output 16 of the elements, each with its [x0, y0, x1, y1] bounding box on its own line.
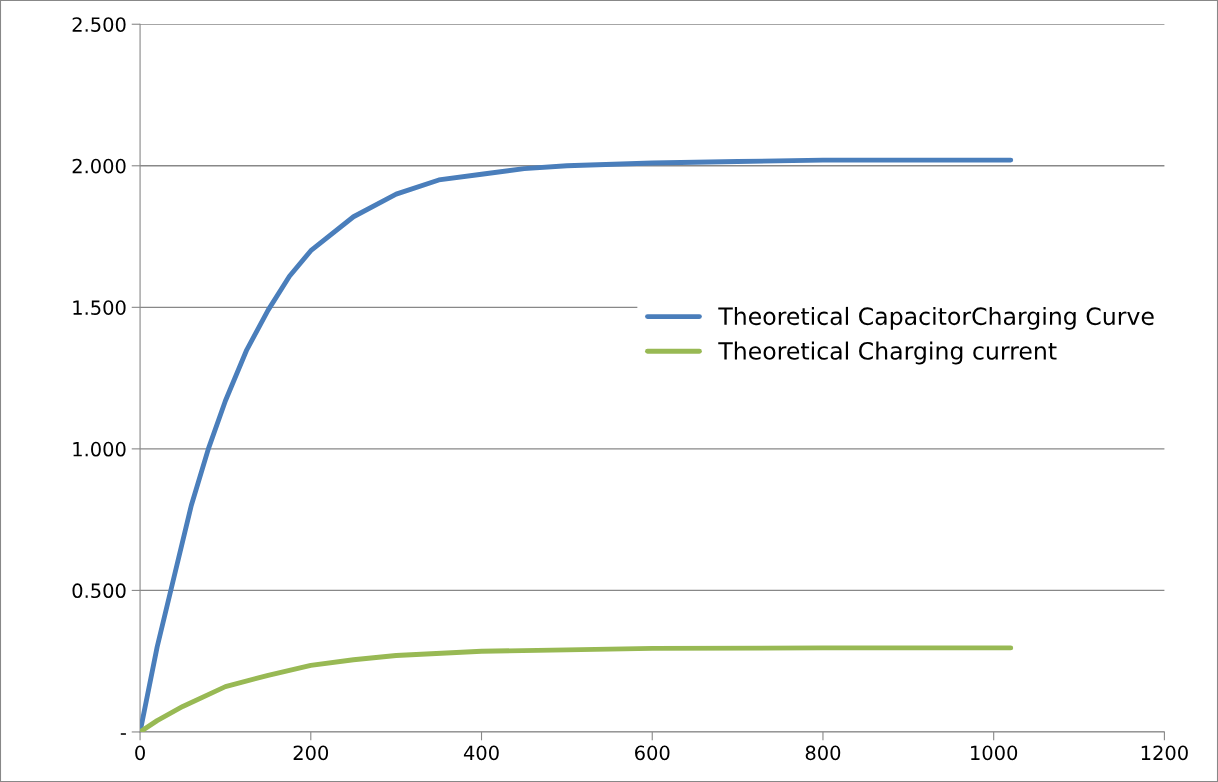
legend-label: Theoretical Charging current	[718, 341, 1057, 365]
y-tick-label: 1.000	[73, 441, 126, 457]
x-tick-label: 1000	[971, 745, 1018, 761]
line-series	[140, 645, 1014, 732]
x-tick-label: 1200	[1141, 745, 1188, 761]
y-tick-label: -	[120, 733, 126, 735]
y-tick-label: 2.500	[72, 17, 126, 32]
x-tick-label: 400	[463, 745, 499, 761]
legend-label: Theoretical CapacitorCharging Curve	[718, 306, 1154, 330]
x-tick-label: 600	[635, 745, 670, 761]
y-tick-label: 2.000	[72, 158, 126, 174]
y-tick-label: 0.500	[72, 583, 126, 599]
y-tick-label: 1.500	[73, 300, 126, 315]
x-tick-label: 200	[293, 745, 329, 761]
x-tick-label: 800	[805, 745, 841, 761]
x-tick-label: 0	[135, 745, 145, 761]
